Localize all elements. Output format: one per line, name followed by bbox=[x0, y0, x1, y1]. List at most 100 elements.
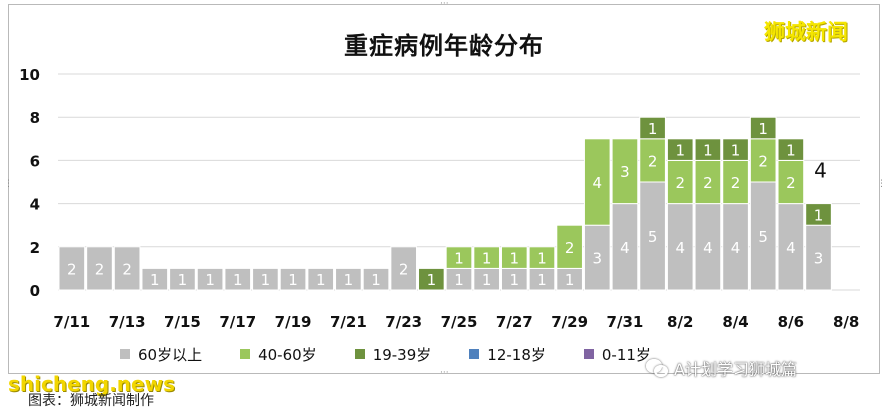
data-label: 1 bbox=[537, 271, 547, 289]
data-label: 2 bbox=[95, 260, 105, 278]
bar-segment bbox=[58, 246, 86, 291]
data-label: 1 bbox=[731, 142, 741, 160]
legend-label: 40-60岁 bbox=[258, 345, 317, 364]
account-name: A计划学习狮城篇 bbox=[674, 360, 797, 379]
bar-segment bbox=[528, 246, 556, 269]
chart-title: 重症病例年龄分布 bbox=[344, 32, 544, 60]
legend-item: 0-11岁 bbox=[583, 344, 651, 365]
data-label: 1 bbox=[344, 271, 354, 289]
x-tick-label: 7/13 bbox=[109, 313, 146, 331]
y-tick-label: 10 bbox=[19, 66, 40, 84]
data-label: 1 bbox=[427, 271, 437, 289]
data-label: 2 bbox=[675, 174, 685, 192]
data-label: 2 bbox=[786, 174, 796, 192]
legend-item: 40-60岁 bbox=[240, 344, 317, 365]
x-tick-label: 7/27 bbox=[496, 313, 533, 331]
x-tick-label: 7/21 bbox=[330, 313, 367, 331]
y-tick-label: 4 bbox=[30, 196, 40, 214]
data-label: 4 bbox=[786, 239, 796, 257]
bar-segment bbox=[335, 267, 362, 291]
x-tick-label: 8/2 bbox=[667, 313, 693, 331]
data-label: 1 bbox=[482, 271, 492, 289]
bar-segment bbox=[279, 267, 307, 291]
x-tick-label: 7/23 bbox=[385, 313, 422, 331]
resize-handle-right[interactable]: ⋮ bbox=[877, 179, 886, 189]
data-label: 2 bbox=[122, 260, 132, 278]
bar-segment bbox=[777, 203, 805, 291]
resize-handle-left[interactable]: ⋮ bbox=[4, 179, 13, 189]
bar-segment bbox=[362, 267, 390, 291]
data-label: 3 bbox=[814, 250, 824, 268]
data-label: 1 bbox=[482, 250, 492, 268]
data-label: 2 bbox=[703, 174, 713, 192]
bar-segment bbox=[694, 203, 722, 291]
resize-handle-top[interactable]: ··· bbox=[440, 0, 449, 9]
legend-swatch bbox=[583, 349, 594, 359]
data-label: 2 bbox=[758, 152, 768, 170]
data-label: 1 bbox=[565, 271, 575, 289]
bar-segment bbox=[639, 181, 666, 291]
data-label: 1 bbox=[786, 142, 796, 160]
data-label: 2 bbox=[648, 152, 658, 170]
data-label: 2 bbox=[67, 260, 77, 278]
y-tick-label: 6 bbox=[30, 152, 40, 170]
bar-segment bbox=[666, 203, 694, 291]
data-label: 4 bbox=[703, 239, 713, 257]
data-label: 4 bbox=[620, 239, 630, 257]
data-label: 4 bbox=[675, 239, 685, 257]
data-label: 4 bbox=[593, 174, 603, 192]
legend-label: 19-39岁 bbox=[372, 345, 432, 364]
bar-segment bbox=[805, 203, 832, 226]
bar-segment bbox=[777, 159, 805, 205]
bar-segment bbox=[749, 138, 777, 183]
y-tick-label: 8 bbox=[30, 109, 40, 127]
brand-logo-text: 狮城新闻 bbox=[764, 20, 848, 44]
bar-segment bbox=[252, 267, 279, 291]
data-label: 1 bbox=[454, 250, 464, 268]
data-label: 1 bbox=[205, 271, 215, 289]
data-label: 1 bbox=[288, 271, 298, 289]
data-label: 5 bbox=[648, 228, 658, 246]
bar-segment bbox=[113, 246, 141, 291]
x-tick-label: 7/17 bbox=[219, 313, 256, 331]
legend-swatch bbox=[240, 349, 251, 359]
data-label: 1 bbox=[316, 271, 326, 289]
chart-legend: 60岁以上 40-60岁 19-39岁 12-18岁 0-11岁 bbox=[120, 343, 689, 365]
data-label: 1 bbox=[510, 250, 520, 268]
bar-segment bbox=[196, 267, 224, 291]
bar-segment bbox=[583, 138, 611, 226]
bar-segment bbox=[666, 159, 694, 205]
data-label: 1 bbox=[178, 271, 188, 289]
legend-label: 0-11岁 bbox=[601, 345, 651, 364]
bar-segment bbox=[141, 267, 169, 291]
account-watermark: A计划学习狮城篇 bbox=[646, 356, 797, 380]
bar-segment bbox=[694, 159, 722, 205]
x-tick-label: 7/19 bbox=[275, 313, 312, 331]
legend-swatch bbox=[469, 349, 480, 359]
data-label: 1 bbox=[233, 271, 243, 289]
bar-segment bbox=[583, 224, 611, 291]
bar-segment bbox=[224, 267, 252, 291]
data-label: 1 bbox=[371, 271, 381, 289]
bar-segment bbox=[556, 224, 583, 269]
data-label: 1 bbox=[675, 142, 685, 160]
bar-segment bbox=[749, 181, 777, 291]
resize-handle-bottom[interactable]: ··· bbox=[440, 368, 449, 378]
bar-segment bbox=[611, 203, 639, 291]
legend-item: 12-18岁 bbox=[469, 344, 546, 365]
x-tick-label: 8/6 bbox=[778, 313, 804, 331]
bar-segment bbox=[694, 138, 722, 161]
total-annotation: 4 bbox=[814, 159, 827, 183]
bar-segment bbox=[445, 246, 473, 269]
data-label: 4 bbox=[731, 239, 741, 257]
legend-label: 60岁以上 bbox=[138, 345, 203, 364]
data-label: 5 bbox=[758, 228, 768, 246]
data-label: 3 bbox=[620, 163, 630, 181]
y-tick-label: 0 bbox=[30, 282, 40, 300]
x-tick-label: 7/25 bbox=[441, 313, 478, 331]
x-tick-label: 8/8 bbox=[833, 313, 859, 331]
wechat-icon bbox=[646, 359, 668, 377]
bar-segment bbox=[307, 267, 335, 291]
data-label: 3 bbox=[593, 250, 603, 268]
bar-segment bbox=[722, 138, 749, 161]
